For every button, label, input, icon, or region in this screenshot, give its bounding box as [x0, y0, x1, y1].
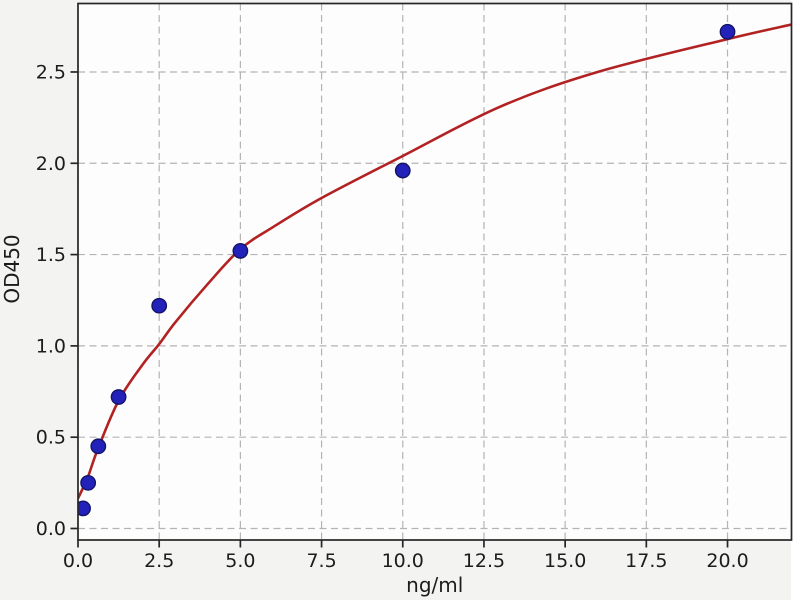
y-axis-label: OD450: [0, 234, 24, 303]
plot-border: [77, 2, 793, 541]
data-point: [80, 474, 97, 491]
data-point: [719, 23, 736, 40]
y-tick-label: 2.0: [36, 153, 66, 175]
data-point: [232, 243, 249, 259]
x-tick-label: 12.5: [463, 550, 505, 572]
data-point: [110, 389, 127, 405]
data-point: [78, 500, 91, 517]
x-tick-label: 10.0: [382, 550, 424, 572]
data-point: [90, 438, 107, 455]
y-tick-label: 1.5: [36, 244, 66, 266]
x-tick-label: 15.0: [544, 550, 586, 572]
x-tick-label: 20.0: [706, 550, 748, 572]
y-tick-label: 0.5: [36, 427, 66, 449]
x-axis-label: ng/ml: [406, 573, 463, 597]
x-tick-label: 0.0: [63, 550, 93, 572]
y-tick-label: 2.5: [36, 61, 66, 83]
x-tick-label: 2.5: [144, 550, 174, 572]
x-tick-label: 17.5: [625, 550, 667, 572]
data-point: [151, 297, 168, 314]
plot-area: [78, 3, 792, 540]
y-tick-label: 1.0: [36, 335, 66, 357]
x-tick-label: 7.5: [306, 550, 336, 572]
y-tick-label: 0.0: [36, 518, 66, 540]
chart-generated-content: 0.0 2.5 5.0 7.5 10.0 12.5 15.0 17.5 20.0 0.0 0.5 1.…: [36, 2, 793, 572]
data-point: [394, 162, 411, 179]
x-tick-label: 5.0: [225, 550, 255, 572]
